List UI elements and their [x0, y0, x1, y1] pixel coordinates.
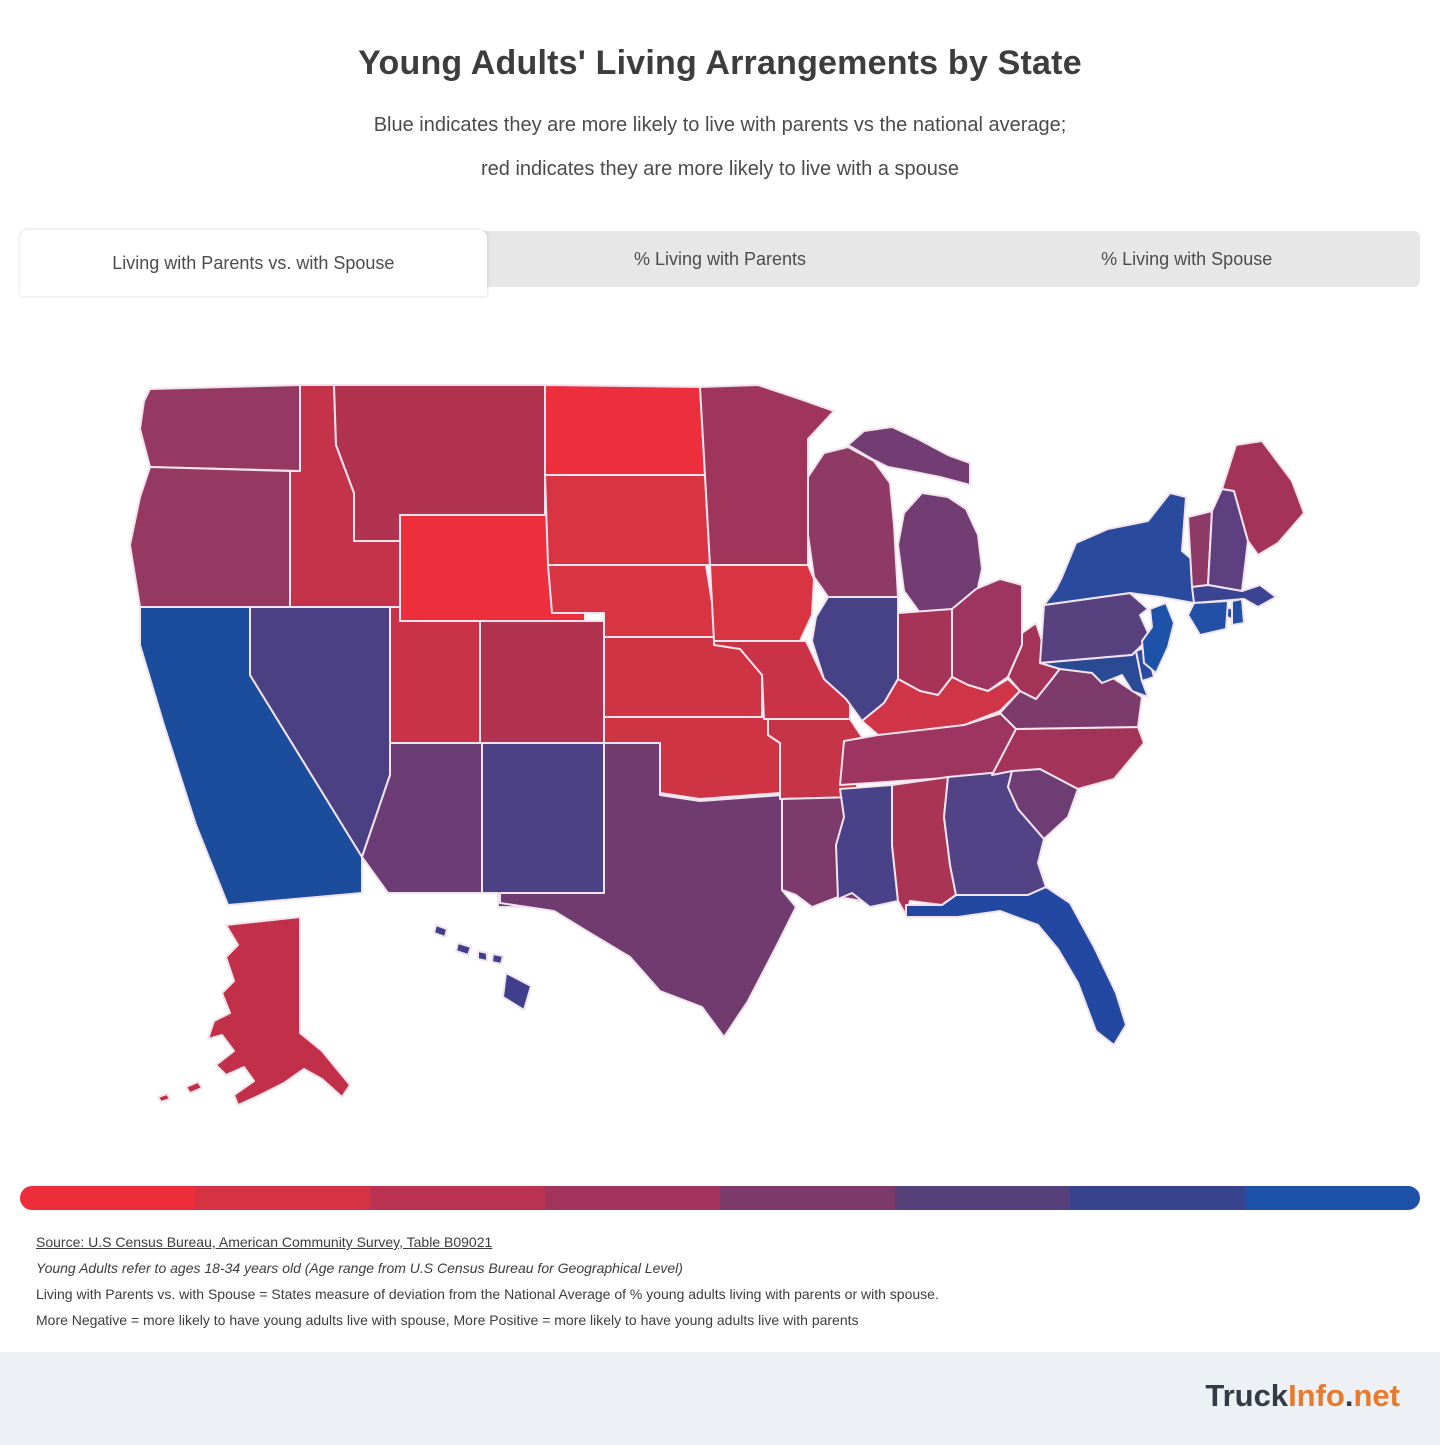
legend-gradient-segment — [720, 1186, 895, 1210]
definition-note: Living with Parents vs. with Spouse = St… — [36, 1286, 939, 1302]
tab-living-with-spouse[interactable]: % Living with Spouse — [1101, 248, 1273, 269]
legend-gradient-segment — [545, 1186, 720, 1210]
source-link[interactable]: Source: U.S Census Bureau, American Comm… — [36, 1234, 493, 1250]
state-MD[interactable]: Maryland — [1039, 650, 1149, 698]
legend-gradient-segment — [895, 1186, 1070, 1210]
legend-gradient — [20, 1186, 1420, 1210]
state-MN[interactable]: Minnesota — [699, 384, 835, 566]
state-MI[interactable]: Michigan — [897, 492, 983, 616]
legend-gradient-segment — [1070, 1186, 1245, 1210]
state-AK[interactable]: Alaska — [185, 1081, 203, 1094]
state-HI[interactable]: Hawaii — [433, 924, 448, 938]
tab-bar: Living with Parents vs. with Spouse % Liv… — [20, 230, 1420, 296]
state-MI[interactable]: Michigan — [847, 426, 971, 486]
state-IA[interactable]: Iowa — [709, 564, 815, 642]
state-AK[interactable]: Alaska — [207, 916, 351, 1106]
state-IN[interactable]: Indiana — [897, 608, 953, 696]
state-NJ[interactable]: New Jersey — [1141, 602, 1175, 674]
state-OR[interactable]: Oregon — [129, 466, 291, 608]
legend-gradient-segment — [370, 1186, 545, 1210]
logo-text-part: net — [1353, 1378, 1401, 1413]
state-HI[interactable]: Hawaii — [455, 942, 472, 956]
tab-living-with-parents[interactable]: % Living with Parents — [633, 248, 807, 269]
bottom-brand-bar: TruckInfo.net — [0, 1352, 1440, 1445]
state-SD[interactable]: South Dakota — [544, 474, 711, 566]
state-WA[interactable]: Washington — [139, 384, 301, 472]
state-HI[interactable]: Hawaii — [502, 972, 532, 1011]
state-RI[interactable]: Rhode Island — [1231, 598, 1245, 626]
page-title: Young Adults' Living Arrangements by Sta… — [358, 44, 1082, 82]
truckinfo-logo[interactable]: TruckInfo.net — [1205, 1378, 1400, 1414]
state-UT[interactable]: Utah — [389, 606, 481, 744]
state-HI[interactable]: Hawaii — [477, 950, 488, 962]
state-CT[interactable]: Connecticut — [1187, 600, 1229, 636]
us-choropleth-map: WashingtonOregonCaliforniaIdahoNevadaMon… — [129, 384, 1305, 1106]
state-TX[interactable]: Texas — [499, 742, 797, 1038]
polarity-note: More Negative = more likely to have youn… — [36, 1312, 859, 1328]
state-FL[interactable]: Florida — [905, 886, 1127, 1046]
legend-gradient-segment — [20, 1186, 195, 1210]
state-AK[interactable]: Alaska — [157, 1093, 171, 1103]
state-NM[interactable]: New Mexico — [481, 742, 605, 908]
logo-text-part: . — [1344, 1378, 1354, 1413]
footer-notes: Source: U.S Census Bureau, American Comm… — [36, 1234, 939, 1338]
state-ND[interactable]: North Dakota — [544, 384, 706, 476]
state-ME[interactable]: Maine — [1221, 440, 1305, 556]
tab-living-with-parents-vs-with-spouse[interactable]: Living with Parents vs. with Spouse — [20, 230, 487, 296]
map-container: WashingtonOregonCaliforniaIdahoNevadaMon… — [0, 345, 1440, 1145]
state-MS[interactable]: Mississippi — [835, 784, 899, 908]
legend-gradient-segment — [1245, 1186, 1420, 1210]
subtitle-line-1: Blue indicates they are more likely to l… — [373, 114, 1067, 136]
logo-text-part: Info — [1288, 1378, 1345, 1413]
age-note: Young Adults refer to ages 18-34 years o… — [36, 1260, 683, 1276]
logo-text-part: Truck — [1205, 1378, 1289, 1413]
state-WI[interactable]: Wisconsin — [807, 446, 899, 598]
state-HI[interactable]: Hawaii — [491, 953, 504, 965]
subtitle-line-2: red indicates they are more likely to li… — [480, 158, 959, 180]
legend-gradient-segment — [195, 1186, 370, 1210]
